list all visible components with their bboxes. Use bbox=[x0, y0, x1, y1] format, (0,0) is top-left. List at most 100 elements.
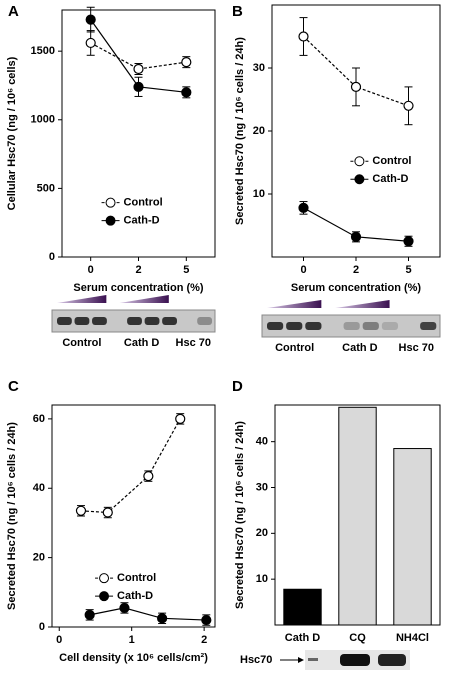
legend-marker bbox=[99, 591, 110, 602]
y-tick-label: 1500 bbox=[31, 45, 55, 57]
marker bbox=[298, 31, 309, 42]
x-axis-label: Cell density (x 10⁶ cells/cm²) bbox=[59, 652, 208, 664]
blot-label: Control bbox=[62, 337, 101, 349]
marker bbox=[133, 81, 144, 92]
marker bbox=[350, 81, 362, 93]
x-tick-label: 2 bbox=[135, 264, 141, 276]
gradient-wedge bbox=[119, 295, 169, 303]
marker bbox=[143, 471, 154, 482]
x-tick-label: 5 bbox=[183, 264, 189, 276]
marker bbox=[403, 236, 414, 247]
blot-band bbox=[127, 317, 142, 325]
y-tick-label: 20 bbox=[33, 552, 45, 564]
y-tick-label: 30 bbox=[256, 481, 268, 493]
x-tick-label: Cath D bbox=[285, 632, 321, 644]
plot-frame bbox=[51, 404, 216, 628]
blot-band bbox=[92, 317, 107, 325]
y-axis-label: Secreted Hsc70 (ng / 10⁶ cells / 24h) bbox=[234, 37, 246, 225]
panel-letter: A bbox=[8, 3, 19, 20]
marker bbox=[119, 602, 130, 614]
plot-frame bbox=[271, 4, 441, 258]
series-line bbox=[89, 607, 207, 621]
blot-arrowhead bbox=[298, 657, 304, 663]
y-axis-label: Secreted Hsc70 (ng / 10⁶ cells / 24h) bbox=[6, 422, 18, 610]
series-line bbox=[80, 418, 181, 514]
blot-band bbox=[420, 322, 437, 330]
x-tick-label: CQ bbox=[349, 632, 366, 644]
marker bbox=[201, 614, 212, 626]
blot-band bbox=[74, 317, 90, 325]
y-tick-label: 20 bbox=[256, 527, 268, 539]
y-tick-label: 40 bbox=[256, 436, 268, 448]
y-tick-label: 60 bbox=[33, 413, 45, 425]
blot-band bbox=[144, 317, 160, 325]
blot-band bbox=[340, 654, 370, 666]
legend-label: Control bbox=[124, 197, 163, 209]
blot-band bbox=[162, 317, 177, 325]
blot-label: Cath D bbox=[124, 337, 160, 349]
x-tick-label: NH4Cl bbox=[396, 632, 429, 644]
marker bbox=[102, 507, 113, 518]
blot-band bbox=[197, 317, 213, 325]
y-tick-label: 30 bbox=[253, 62, 265, 74]
legend-marker bbox=[105, 215, 116, 226]
legend-label: Cath-D bbox=[124, 215, 160, 227]
blot-band bbox=[381, 322, 399, 330]
y-tick-label: 0 bbox=[49, 251, 55, 263]
y-tick-label: 0 bbox=[39, 621, 45, 633]
blot-band bbox=[343, 322, 360, 330]
panel-letter: B bbox=[232, 3, 243, 20]
y-axis-label: Secreted Hsc70 (ng / 10⁶ cells / 24h) bbox=[234, 421, 246, 609]
legend-marker bbox=[354, 156, 365, 167]
gradient-wedge bbox=[267, 300, 322, 308]
marker bbox=[75, 505, 87, 516]
panel-letter: C bbox=[8, 378, 19, 395]
legend-label: Control bbox=[117, 572, 156, 584]
bar bbox=[393, 448, 432, 626]
legend-marker bbox=[105, 197, 116, 208]
x-axis-label: Serum concentration (%) bbox=[291, 282, 422, 294]
legend-marker bbox=[354, 174, 365, 185]
marker bbox=[181, 57, 192, 68]
blot-band bbox=[267, 322, 284, 330]
x-tick-label: 1 bbox=[129, 634, 135, 646]
series-line bbox=[90, 42, 187, 70]
gradient-wedge bbox=[57, 295, 107, 303]
marker bbox=[157, 613, 168, 624]
y-tick-label: 10 bbox=[253, 188, 265, 200]
blot-band bbox=[305, 322, 322, 330]
marker bbox=[85, 37, 96, 49]
y-tick-label: 10 bbox=[256, 573, 268, 585]
x-tick-label: 2 bbox=[201, 634, 207, 646]
x-tick-label: 5 bbox=[405, 264, 411, 276]
blot-label: Hsc 70 bbox=[399, 342, 434, 354]
y-tick-label: 500 bbox=[37, 182, 55, 194]
marker bbox=[181, 87, 192, 98]
bar bbox=[283, 588, 322, 626]
marker bbox=[133, 63, 144, 75]
x-tick-label: 2 bbox=[353, 264, 359, 276]
blot-label: Control bbox=[275, 342, 314, 354]
marker bbox=[85, 14, 96, 25]
blot-band bbox=[378, 654, 406, 666]
legend-label: Cath-D bbox=[117, 590, 153, 602]
marker bbox=[403, 100, 414, 111]
panel-letter: D bbox=[232, 378, 243, 395]
legend-marker bbox=[99, 573, 110, 584]
blot-label: Hsc 70 bbox=[176, 337, 211, 349]
blot-band bbox=[308, 658, 318, 661]
western-blot bbox=[261, 314, 441, 338]
x-tick-label: 0 bbox=[88, 264, 94, 276]
blot-label: Cath D bbox=[342, 342, 378, 354]
marker bbox=[298, 202, 309, 213]
blot-band bbox=[286, 322, 303, 330]
blot-label: Hsc70 bbox=[240, 654, 272, 666]
blot-band bbox=[57, 317, 72, 325]
x-tick-label: 0 bbox=[56, 634, 62, 646]
legend-label: Control bbox=[372, 155, 411, 167]
x-tick-label: 0 bbox=[300, 264, 306, 276]
y-tick-label: 1000 bbox=[31, 114, 55, 126]
marker bbox=[175, 413, 186, 424]
blot-band bbox=[362, 322, 379, 330]
